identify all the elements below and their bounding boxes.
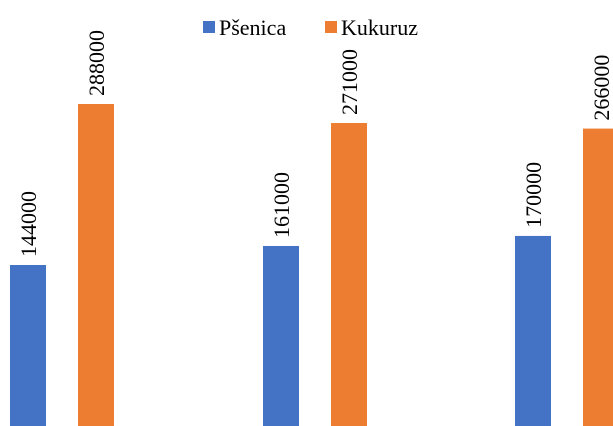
legend-label-kukuruz: Kukuruz: [341, 15, 418, 40]
legend-swatch-psenica: [203, 21, 215, 33]
plot-area: 144000 161000 170000 288000 271000 266000: [10, 30, 613, 426]
data-label-kukuruz-2: 271000: [337, 49, 362, 115]
legend-swatch-kukuruz: [325, 21, 337, 33]
bar-psenica-3: [515, 235, 551, 426]
data-label-kukuruz-3: 266000: [589, 55, 613, 121]
data-label-psenica-1: 144000: [16, 191, 41, 257]
data-label-psenica-3: 170000: [521, 162, 546, 228]
data-label-psenica-2: 161000: [269, 172, 294, 238]
data-label-kukuruz-1: 288000: [84, 30, 109, 96]
bar-kukuruz-3: [583, 128, 613, 426]
legend-label-psenica: Pšenica: [219, 15, 286, 40]
bar-kukuruz-1: [78, 104, 114, 426]
legend: Pšenica Kukuruz: [203, 15, 418, 40]
bar-psenica-1: [10, 265, 46, 426]
bar-psenica-2: [263, 245, 299, 426]
bar-kukuruz-2: [331, 123, 367, 426]
